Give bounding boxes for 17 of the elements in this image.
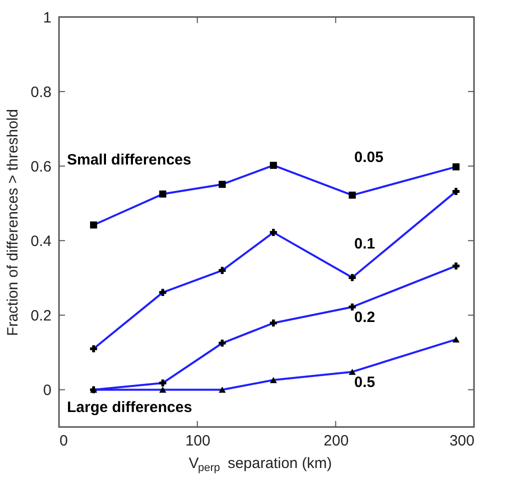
y-tick-label: 0 <box>43 382 52 400</box>
y-tick-label: 0.4 <box>30 233 52 250</box>
series-label: 0.05 <box>354 149 384 166</box>
x-tick-label: 200 <box>324 432 349 450</box>
x-tick-label: 100 <box>185 432 210 450</box>
x-tick-label: 300 <box>449 432 474 450</box>
annotation: Large differences <box>67 399 192 416</box>
y-axis-title: Fraction of differences > threshold <box>4 109 22 336</box>
y-tick-label: 1 <box>43 10 52 26</box>
y-tick-label: 0.8 <box>30 84 52 102</box>
y-tick-label: 0.2 <box>30 308 52 325</box>
series-label: 0.5 <box>354 374 376 391</box>
y-tick-label: 0.6 <box>30 158 52 176</box>
x-tick-label: 0 <box>60 432 68 450</box>
series-label: 0.1 <box>354 236 376 253</box>
series-label: 0.2 <box>354 308 376 326</box>
annotation: Small differences <box>67 151 192 168</box>
